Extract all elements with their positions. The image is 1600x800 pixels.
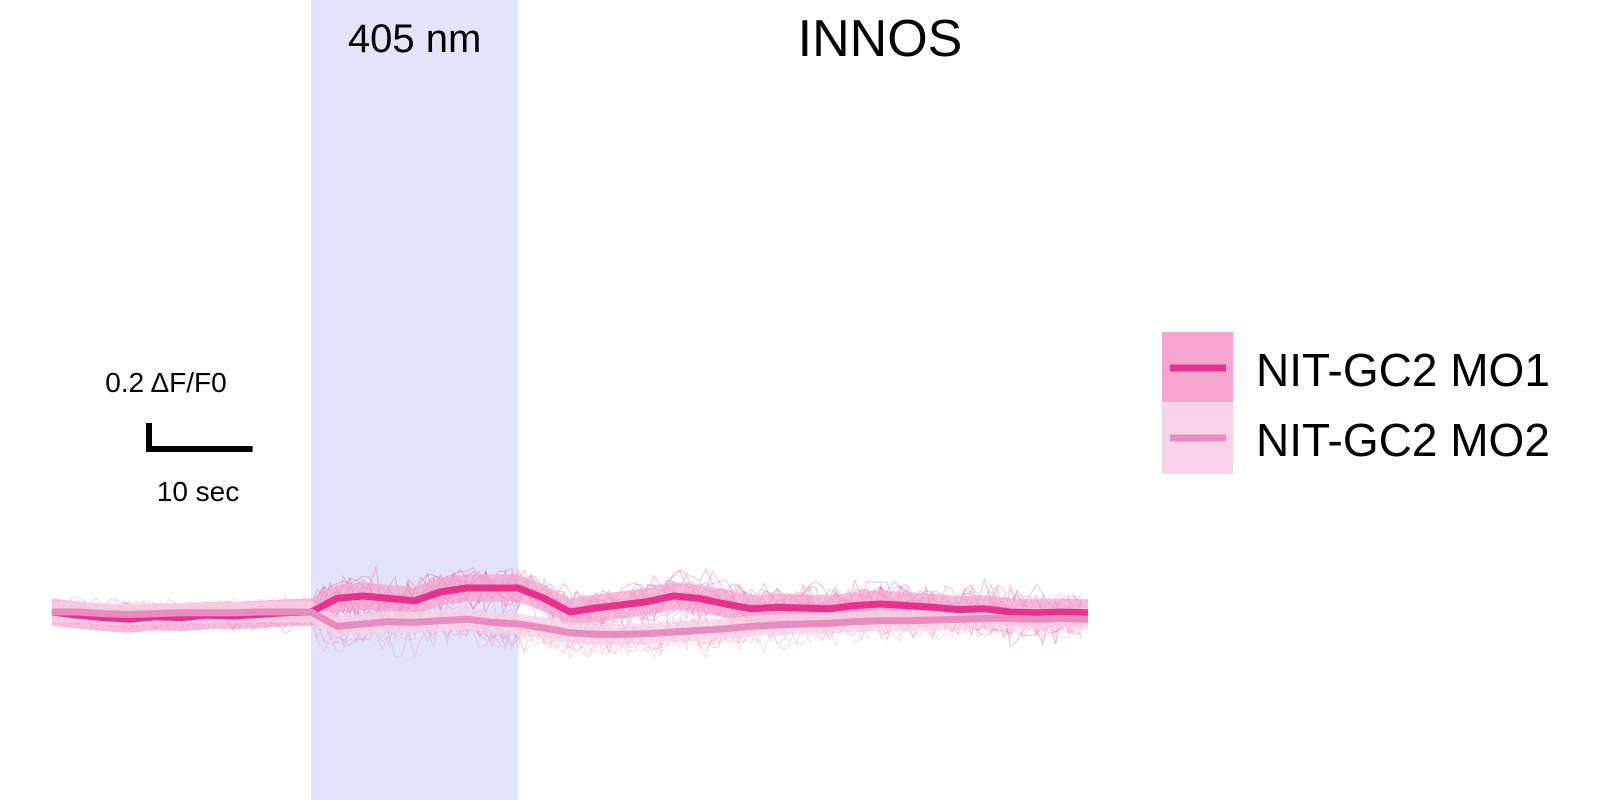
scale-bar-x-label: 10 sec <box>157 476 240 507</box>
legend-label: NIT-GC2 MO1 <box>1256 344 1550 396</box>
scale-bar: 0.2 ΔF/F0 10 sec <box>105 367 253 507</box>
stimulus-label: 405 nm <box>348 17 481 61</box>
mean-line-2 <box>52 608 1089 638</box>
scale-bar-lines <box>146 423 253 452</box>
legend: NIT-GC2 MO1 NIT-GC2 MO2 <box>1162 332 1550 474</box>
scale-bar-y-label: 0.2 ΔF/F0 <box>105 367 226 398</box>
chart-title: INNOS <box>798 10 963 68</box>
mean-lines <box>51 584 1089 638</box>
stimulus-band <box>311 0 519 800</box>
legend-label: NIT-GC2 MO2 <box>1256 414 1550 466</box>
